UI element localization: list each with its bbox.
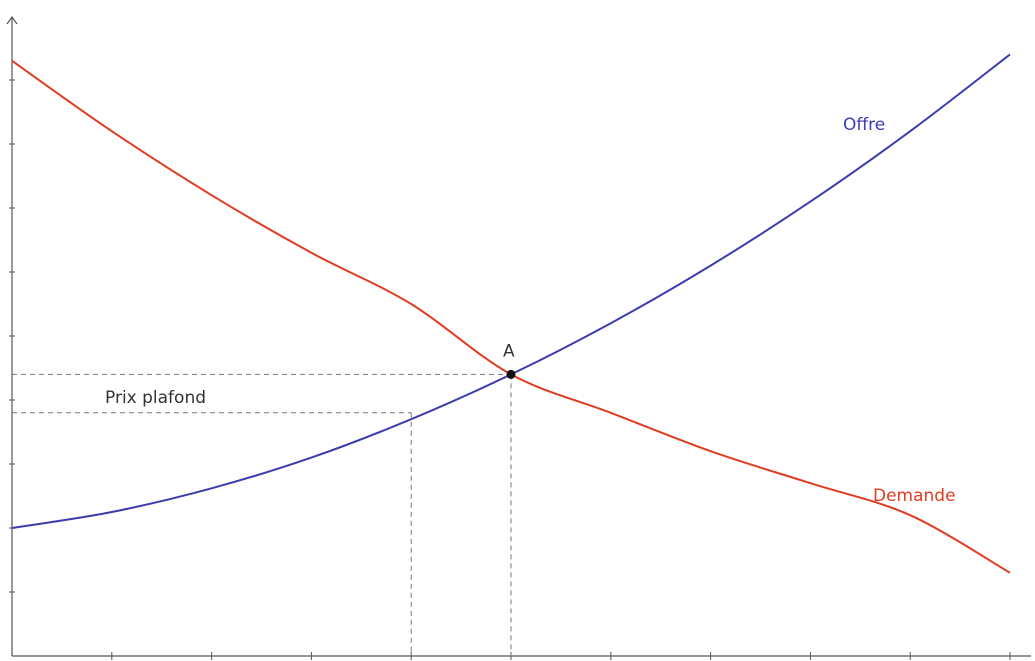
y-axis-arrow: [6, 15, 18, 25]
demand-label: Demande: [873, 486, 956, 506]
price-ceiling-label: Prix plafond: [105, 388, 206, 408]
supply-label: Offre: [843, 115, 885, 135]
equilibrium-label: A: [503, 341, 515, 361]
equilibrium-point: [506, 369, 516, 379]
